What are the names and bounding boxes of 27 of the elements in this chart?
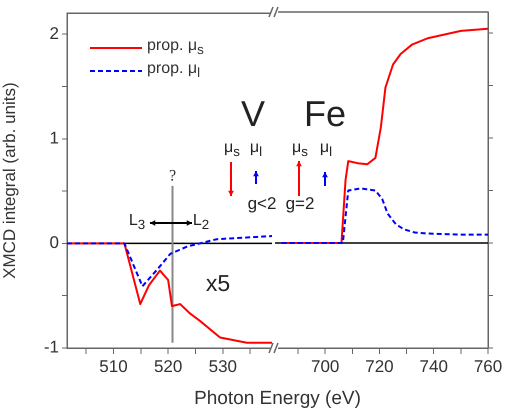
annotation: μ$_{s}$ — [224, 139, 240, 160]
x-tick-label: 740 — [420, 356, 448, 376]
annotation: g<2 — [248, 194, 276, 213]
y-tick-label: 1 — [50, 128, 59, 148]
x-tick-label: 520 — [154, 356, 182, 376]
annotation: L$_{3}$ — [128, 212, 146, 233]
annotation: V — [240, 93, 266, 134]
x-tick-label: 530 — [208, 356, 237, 376]
annotation: μ$_{s}$ — [292, 139, 308, 160]
annotation: μ$_{l}$ — [250, 139, 262, 160]
annotation: g=2 — [286, 194, 314, 213]
x-tick-label: 760 — [474, 356, 502, 376]
y-tick-label: -1 — [44, 338, 59, 357]
y-tick-label: 0 — [50, 233, 59, 252]
x-tick-label: 510 — [99, 356, 128, 376]
legend-label: prop. μ$_{l}$ — [147, 60, 200, 81]
ref-line-label: ? — [168, 168, 176, 185]
annotation: Fe — [302, 93, 347, 134]
annotation: L$_{2}$ — [192, 212, 210, 233]
y-axis-title: XMCD integral (arb. units) — [0, 82, 19, 279]
legend-label: prop. μ$_{s}$ — [147, 37, 204, 58]
x-axis-title: Photon Energy (eV) — [193, 388, 362, 410]
y-tick-label: 2 — [50, 24, 59, 43]
annotation: μ$_{l}$ — [320, 139, 332, 160]
annotation: x5 — [204, 270, 232, 296]
x-tick-label: 720 — [365, 356, 394, 376]
x-tick-label: 700 — [311, 356, 340, 376]
